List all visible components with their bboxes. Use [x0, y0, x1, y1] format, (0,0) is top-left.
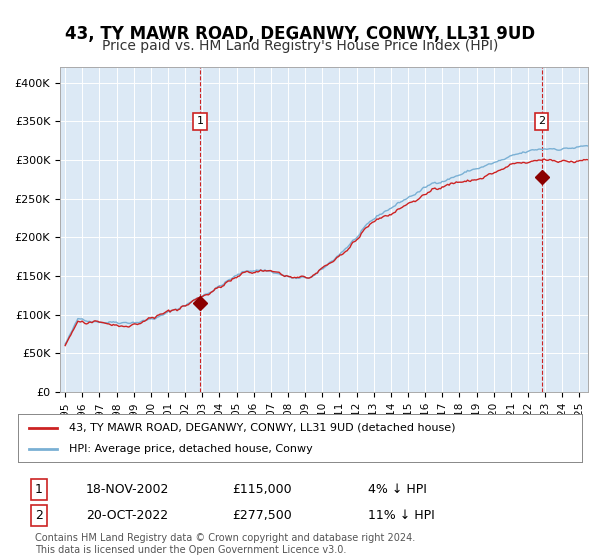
Text: HPI: Average price, detached house, Conwy: HPI: Average price, detached house, Conw…	[69, 444, 313, 454]
Text: £115,000: £115,000	[232, 483, 292, 496]
Text: 43, TY MAWR ROAD, DEGANWY, CONWY, LL31 9UD: 43, TY MAWR ROAD, DEGANWY, CONWY, LL31 9…	[65, 25, 535, 43]
Text: 1: 1	[197, 116, 204, 127]
Text: 2: 2	[538, 116, 545, 127]
Text: £277,500: £277,500	[232, 509, 292, 522]
Text: Contains HM Land Registry data © Crown copyright and database right 2024.
This d: Contains HM Land Registry data © Crown c…	[35, 533, 415, 555]
Text: 1: 1	[35, 483, 43, 496]
Text: 18-NOV-2002: 18-NOV-2002	[86, 483, 169, 496]
Text: 4% ↓ HPI: 4% ↓ HPI	[368, 483, 427, 496]
Text: Price paid vs. HM Land Registry's House Price Index (HPI): Price paid vs. HM Land Registry's House …	[102, 39, 498, 53]
Text: 2: 2	[35, 509, 43, 522]
Text: 20-OCT-2022: 20-OCT-2022	[86, 509, 168, 522]
Text: 11% ↓ HPI: 11% ↓ HPI	[368, 509, 434, 522]
Text: 43, TY MAWR ROAD, DEGANWY, CONWY, LL31 9UD (detached house): 43, TY MAWR ROAD, DEGANWY, CONWY, LL31 9…	[69, 423, 455, 433]
